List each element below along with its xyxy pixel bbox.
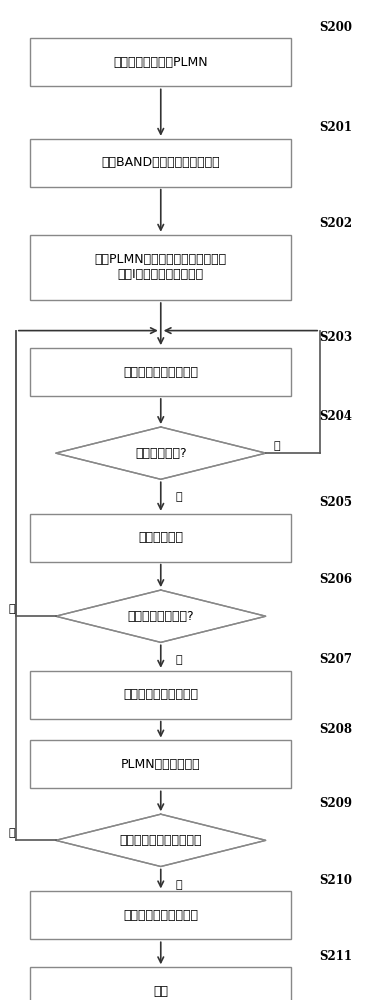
Text: 获取目标小区系统消息: 获取目标小区系统消息	[123, 688, 198, 701]
Text: 是: 是	[175, 492, 182, 502]
FancyBboxPatch shape	[30, 139, 291, 187]
Text: 否: 否	[9, 828, 15, 838]
Text: S200: S200	[320, 21, 353, 34]
Text: 目标频点同步: 目标频点同步	[138, 531, 183, 544]
Text: 否: 否	[273, 441, 280, 451]
FancyBboxPatch shape	[30, 38, 291, 86]
Polygon shape	[56, 427, 266, 479]
Text: 目标小区符合驻留条件？: 目标小区符合驻留条件？	[119, 834, 202, 847]
Text: 目标频点同步成功?: 目标频点同步成功?	[127, 610, 194, 623]
Text: S201: S201	[320, 121, 353, 134]
Text: 否: 否	[9, 604, 15, 614]
Text: S205: S205	[320, 496, 353, 509]
Text: 接收选网请求携带PLMN: 接收选网请求携带PLMN	[114, 56, 208, 69]
Polygon shape	[56, 814, 266, 867]
FancyBboxPatch shape	[30, 348, 291, 396]
Text: 根据BAND信息请求全频段测量: 根据BAND信息请求全频段测量	[101, 156, 220, 169]
Text: S204: S204	[320, 410, 353, 423]
Text: S210: S210	[320, 874, 353, 887]
FancyBboxPatch shape	[30, 514, 291, 562]
Text: S208: S208	[320, 723, 353, 736]
Polygon shape	[56, 590, 266, 642]
FancyBboxPatch shape	[30, 740, 291, 788]
Text: S202: S202	[320, 217, 353, 230]
FancyBboxPatch shape	[30, 967, 291, 1000]
Text: S206: S206	[320, 573, 353, 586]
Text: 是: 是	[175, 880, 182, 890]
Text: PLMN频点列表维护: PLMN频点列表维护	[121, 758, 201, 771]
Text: 根据PLMN频点列表、频点电平值、
门限Ⅰ排序全频段测量结果: 根据PLMN频点列表、频点电平值、 门限Ⅰ排序全频段测量结果	[95, 253, 227, 281]
Text: 是: 是	[175, 655, 182, 665]
Text: 驻留并通知移动管理层: 驻留并通知移动管理层	[123, 909, 198, 922]
Text: S209: S209	[320, 797, 353, 810]
Text: S203: S203	[320, 331, 353, 344]
FancyBboxPatch shape	[30, 671, 291, 719]
FancyBboxPatch shape	[30, 235, 291, 300]
Text: 目标频点存在?: 目标频点存在?	[135, 447, 187, 460]
Text: 结束: 结束	[153, 985, 168, 998]
Text: 检查排序后的测量列表: 检查排序后的测量列表	[123, 366, 198, 379]
FancyBboxPatch shape	[30, 891, 291, 939]
Text: S211: S211	[320, 950, 353, 963]
Text: S207: S207	[320, 653, 353, 666]
